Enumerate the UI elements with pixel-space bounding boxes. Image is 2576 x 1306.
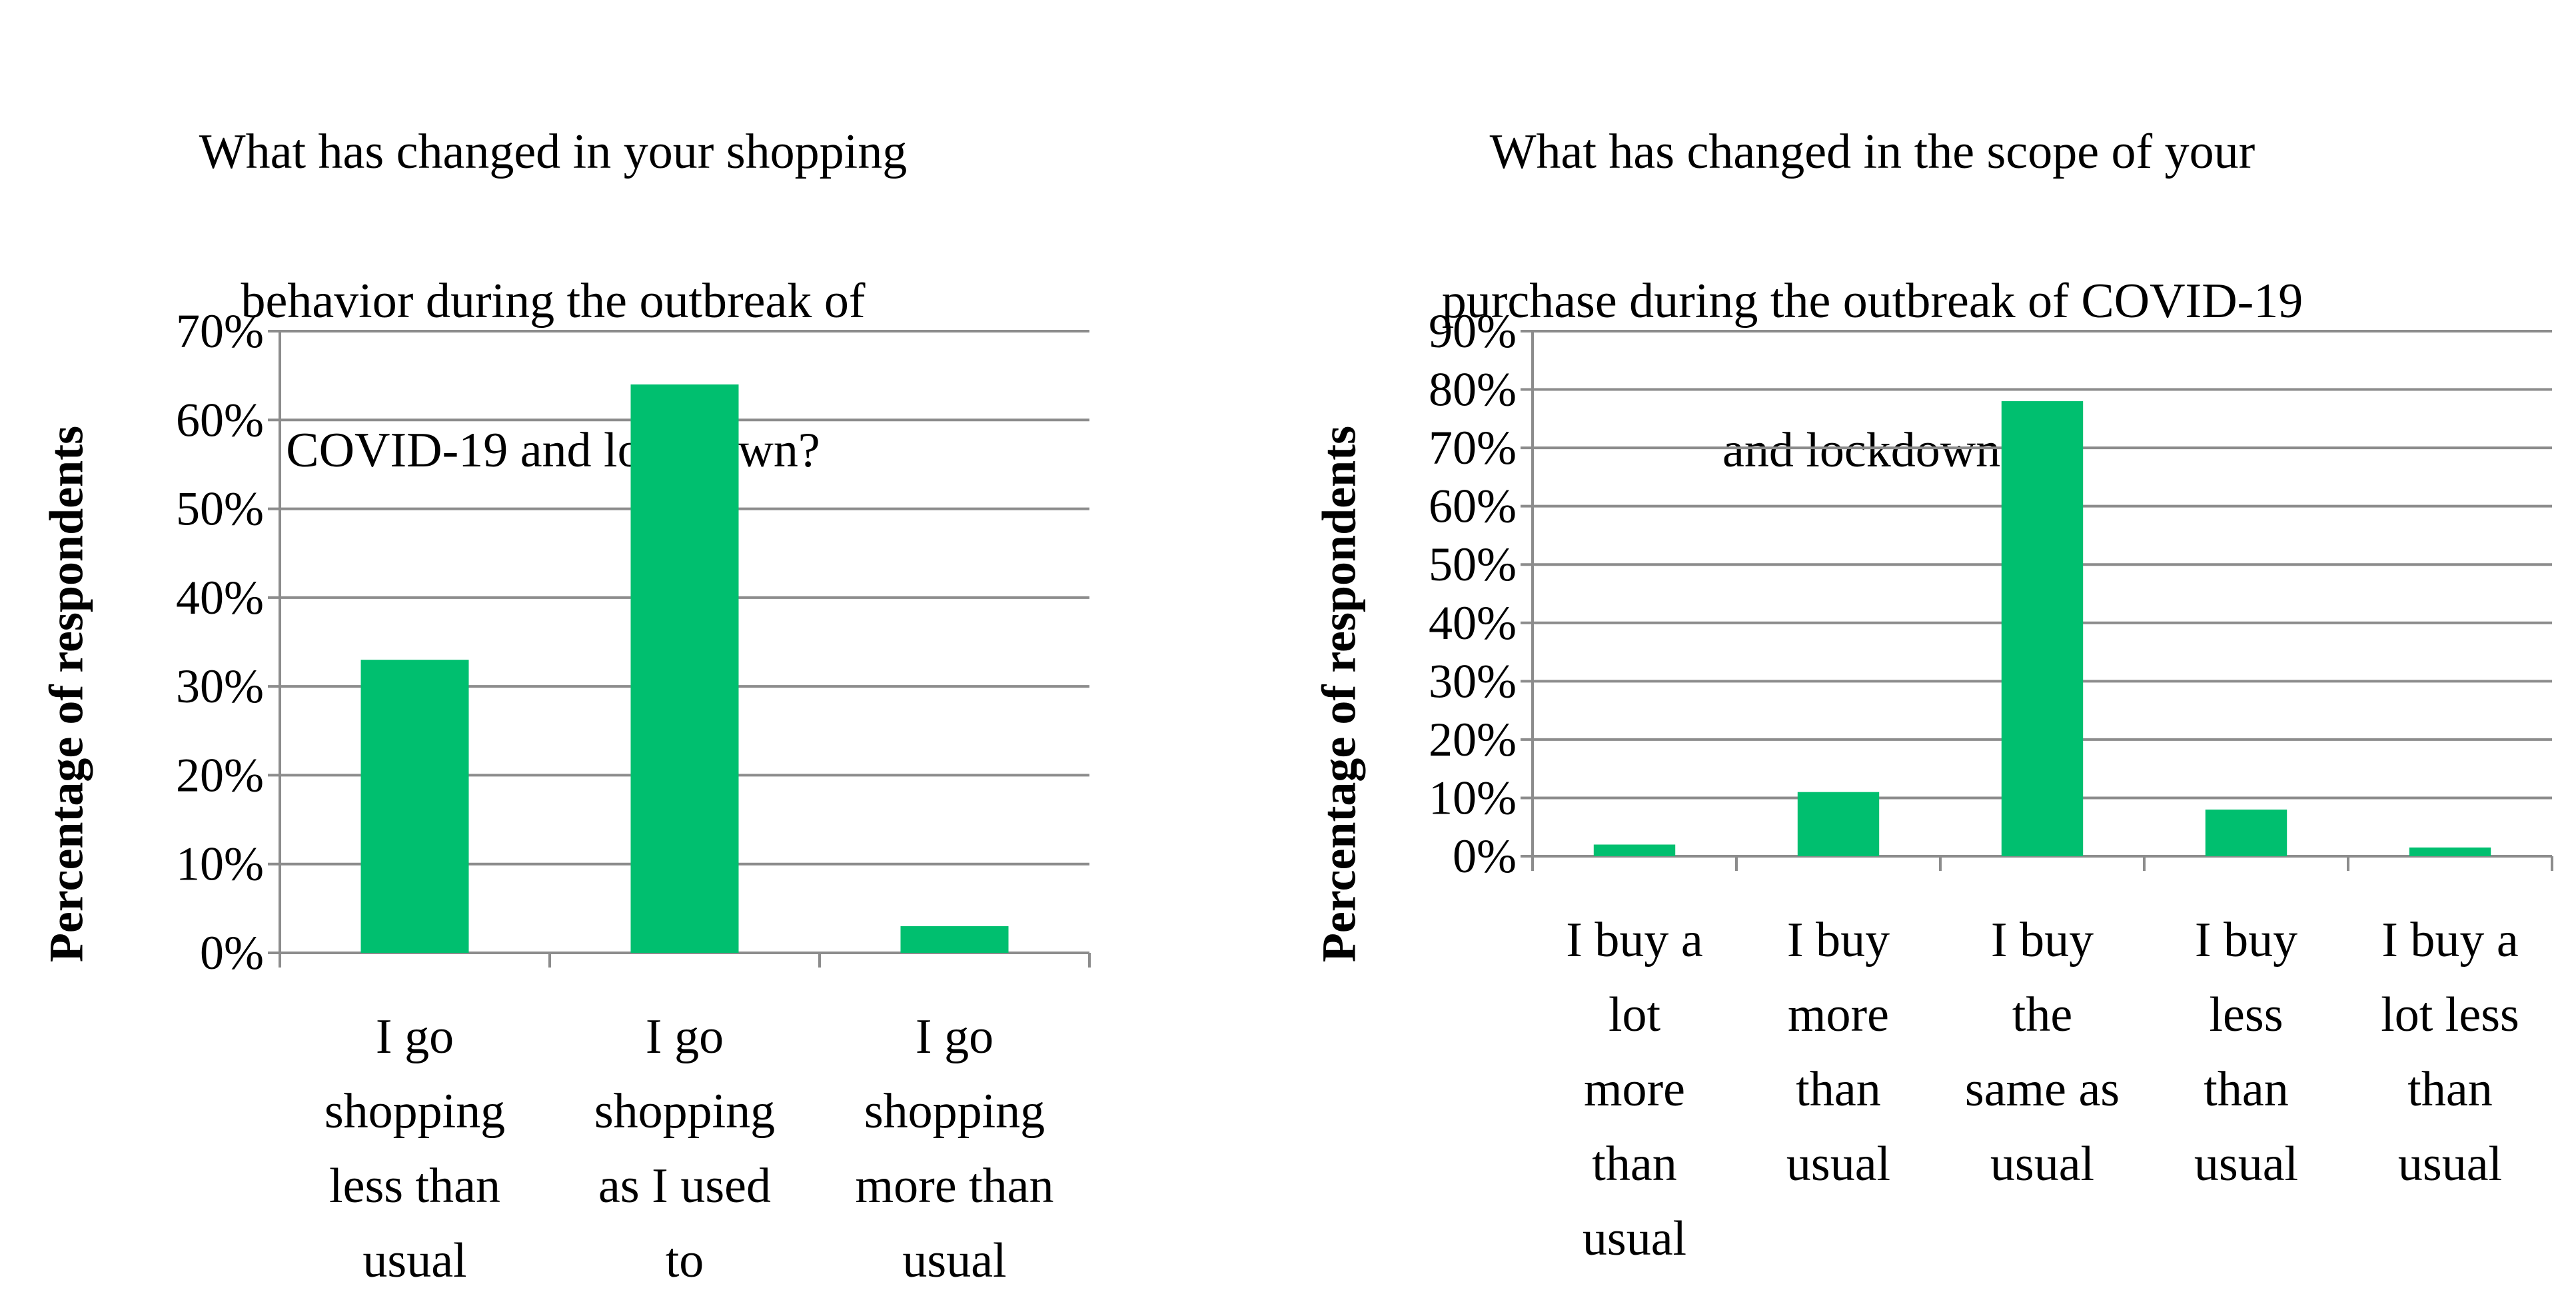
chart-2-title: What has changed in the scope of your pu… — [1333, 40, 2412, 562]
chart-2-title-line-2: purchase during the outbreak of COVID-19 — [1441, 274, 2303, 328]
chart-2-bar — [2001, 401, 2084, 856]
chart-2-bar — [2205, 809, 2287, 856]
chart-2-y-tick-label: 0% — [1453, 830, 1517, 883]
chart-2-y-tick-label: 50% — [1429, 538, 1517, 591]
chart-2-category-label: I buy the same as usual — [1965, 913, 2120, 1191]
chart-1-y-tick-label: 10% — [176, 838, 264, 891]
chart-2-category-label: I buy a lot more than usual — [1566, 913, 1703, 1266]
chart-2-y-tick-label: 60% — [1429, 480, 1517, 533]
chart-1-y-tick-label: 60% — [176, 393, 264, 446]
chart-2-category-label: I buy less than usual — [2194, 913, 2298, 1191]
chart-1-y-tick-label: 40% — [176, 571, 264, 624]
chart-1-bar — [900, 926, 1009, 953]
chart-1-title-line-1: What has changed in your shopping — [199, 125, 908, 179]
chart-2-y-tick-label: 30% — [1429, 654, 1517, 708]
chart-1-category-label: I go shopping less than usual — [324, 1009, 505, 1288]
chart-1-category-label: I go shopping as I used to — [594, 1009, 775, 1288]
chart-2-y-tick-label: 70% — [1429, 421, 1517, 474]
chart-2-y-tick-label: 80% — [1429, 363, 1517, 416]
chart-1-category-label: I go shopping more than usual — [856, 1009, 1054, 1288]
chart-2-bar — [1797, 792, 1880, 856]
chart-1-bar — [360, 660, 469, 953]
chart-2-plot: 0% 10%20%30%40%50%60% 70%80%90% I buy a lot m… — [1429, 305, 2553, 1266]
chart-1-y-tick-label: 50% — [176, 482, 264, 536]
chart-2-title-line-3: and lockdown? — [1722, 423, 2023, 478]
chart-2-bar — [2409, 847, 2491, 856]
chart-2-category-label: I buy more than usual — [1786, 913, 1890, 1191]
chart-1-bar — [630, 384, 739, 953]
chart-2-title-line-1: What has changed in the scope of your — [1489, 125, 2255, 179]
chart-2-bar — [1593, 844, 1676, 856]
chart-1-y-tick-label: 0% — [200, 926, 264, 980]
chart-2-y-tick-label: 40% — [1429, 596, 1517, 650]
chart-2-y-tick-label: 10% — [1429, 771, 1517, 824]
chart-1-y-tick-label: 30% — [176, 660, 264, 713]
chart-1-title-line-2: behavior during the outbreak of — [241, 274, 866, 328]
chart-1-y-tick-label: 70% — [176, 305, 264, 358]
chart-2-y-tick-label: 20% — [1429, 713, 1517, 766]
chart-2-y-tick-label: 90% — [1429, 305, 1517, 358]
chart-1-plot: 0% 10% 20% 30% 40% 50% 60% 70% I go shopping less … — [176, 305, 1091, 1288]
chart-1-y-tick-label: 20% — [176, 748, 264, 802]
chart-2-category-label: I buy a lot less than usual — [2381, 913, 2519, 1191]
